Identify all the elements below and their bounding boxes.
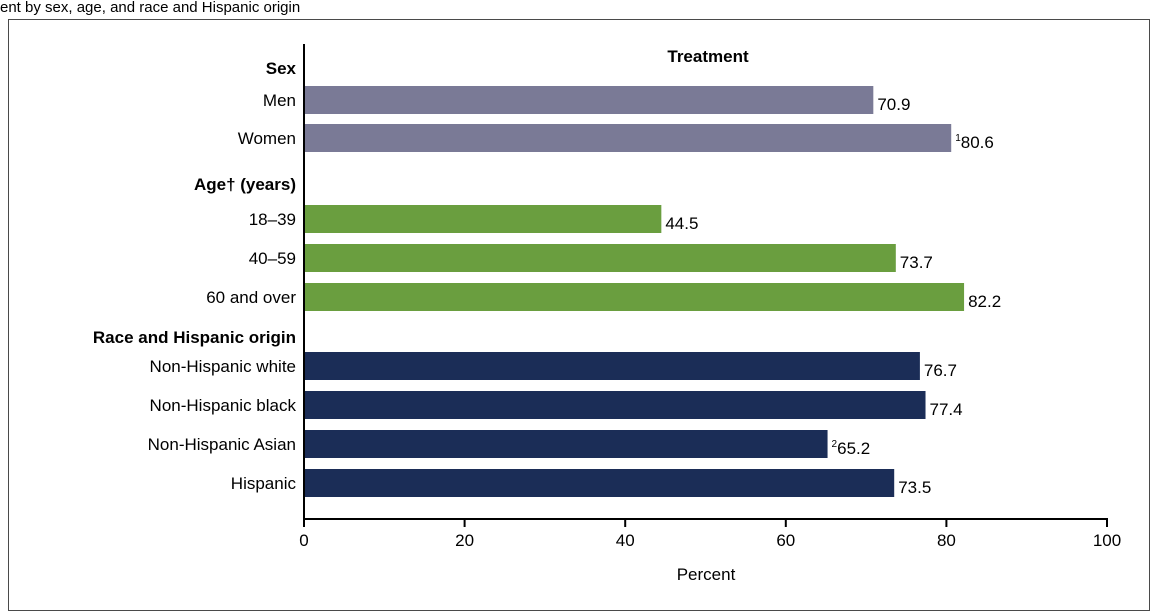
x-axis-label: Percent xyxy=(677,565,736,584)
value-text: 73.5 xyxy=(898,478,931,497)
group-header: Sex xyxy=(266,59,297,78)
group-header: Age† (years) xyxy=(194,175,296,194)
x-tick-label: 80 xyxy=(937,531,956,550)
value-text: 82.2 xyxy=(968,292,1001,311)
x-tick-label: 40 xyxy=(616,531,635,550)
category-label: Non-Hispanic Asian xyxy=(148,435,296,454)
value-label: 82.2 xyxy=(968,292,1001,311)
bar xyxy=(305,124,952,152)
x-tick-label: 100 xyxy=(1093,531,1121,550)
bar xyxy=(305,205,662,233)
bar xyxy=(305,283,965,311)
value-label: 70.9 xyxy=(877,95,910,114)
bar xyxy=(305,86,874,114)
value-text: 65.2 xyxy=(837,439,870,458)
value-label: 77.4 xyxy=(930,400,963,419)
footnote-marker: 1 xyxy=(955,133,961,144)
group-header: Race and Hispanic origin xyxy=(93,328,296,347)
bar xyxy=(305,391,926,419)
value-label: 73.5 xyxy=(898,478,931,497)
category-label: 60 and over xyxy=(206,288,296,307)
category-label: Men xyxy=(263,91,296,110)
category-label: 18–39 xyxy=(249,210,296,229)
value-text: 44.5 xyxy=(665,214,698,233)
value-label: 265.2 xyxy=(832,439,871,458)
value-label: 73.7 xyxy=(900,253,933,272)
value-label: 180.6 xyxy=(955,133,994,152)
group-header-label: Race and Hispanic origin xyxy=(93,328,296,347)
x-tick-label: 20 xyxy=(455,531,474,550)
group-header-label: Sex xyxy=(266,59,297,78)
value-text: 77.4 xyxy=(930,400,963,419)
bar xyxy=(305,244,896,272)
bar xyxy=(305,352,920,380)
category-label: Hispanic xyxy=(231,474,297,493)
value-label: 44.5 xyxy=(665,214,698,233)
category-label: 40–59 xyxy=(249,249,296,268)
value-text: 76.7 xyxy=(924,361,957,380)
category-label: Women xyxy=(238,129,296,148)
x-tick-label: 0 xyxy=(299,531,308,550)
footnote-marker: 2 xyxy=(832,439,838,450)
chart-frame xyxy=(8,19,1150,611)
bar xyxy=(305,469,895,497)
category-label: Non-Hispanic white xyxy=(150,357,296,376)
bars: Sex Men 70.9 Women 180.6 Age† (years) 18–39 44.… xyxy=(93,59,1001,497)
value-text: 73.7 xyxy=(900,253,933,272)
axes: 0 20 40 60 80 100 xyxy=(299,44,1121,550)
category-label: Non-Hispanic black xyxy=(150,396,297,415)
chart-title: Treatment xyxy=(667,47,749,66)
x-tick-label: 60 xyxy=(776,531,795,550)
bar xyxy=(305,430,828,458)
group-header-label: Age xyxy=(194,175,226,194)
value-text: 80.6 xyxy=(961,133,994,152)
value-text: 70.9 xyxy=(877,95,910,114)
top-caption-fragment: ent by sex, age, and race and Hispanic o… xyxy=(0,0,301,16)
group-header-suffix: † (years) xyxy=(226,175,296,194)
value-label: 76.7 xyxy=(924,361,957,380)
